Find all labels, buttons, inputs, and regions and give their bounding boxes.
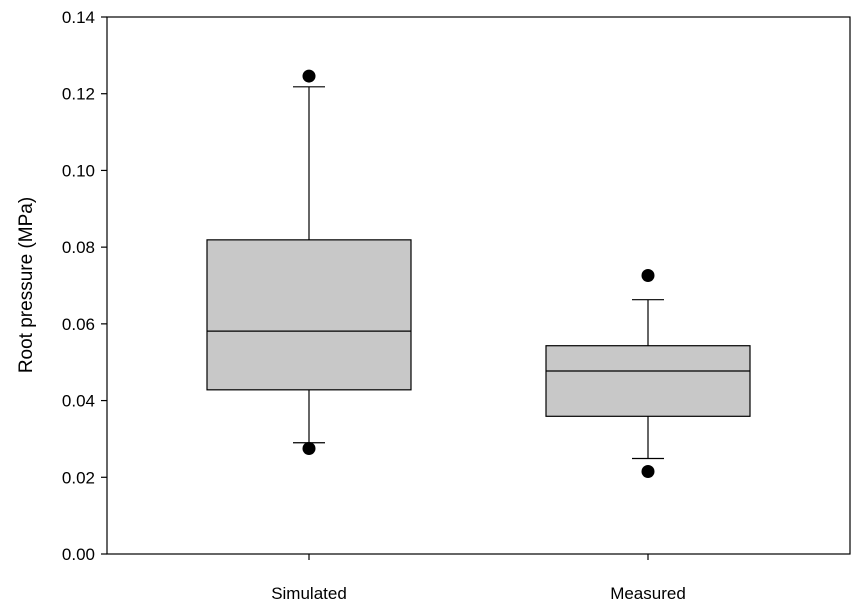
- x-axis: Simulated Measured: [271, 554, 686, 603]
- x-tick-label: Measured: [610, 584, 686, 603]
- iqr-box: [545, 345, 751, 417]
- x-tick-label: Simulated: [271, 584, 347, 603]
- y-tick-label: 0.14: [62, 8, 95, 27]
- y-axis: 0.00 0.02 0.04 0.06 0.08 0.10 0.12 0.14: [62, 8, 107, 564]
- outlier-point: [641, 465, 655, 479]
- iqr-box: [206, 239, 412, 391]
- y-tick-label: 0.04: [62, 392, 95, 411]
- box-group-simulated: [206, 69, 412, 456]
- y-axis-label: Root pressure (MPa): [16, 197, 37, 373]
- y-tick-label: 0.12: [62, 85, 95, 104]
- boxes: [206, 69, 751, 479]
- y-tick-label: 0.06: [62, 315, 95, 334]
- plot-frame: [106, 16, 851, 555]
- y-tick-label: 0.02: [62, 468, 95, 487]
- outlier-point: [302, 69, 316, 83]
- y-tick-label: 0.08: [62, 238, 95, 257]
- y-tick-label: 0.00: [62, 545, 95, 564]
- outlier-point: [641, 269, 655, 283]
- outlier-point: [302, 442, 316, 456]
- box-group-measured: [545, 269, 751, 479]
- y-tick-label: 0.10: [62, 161, 95, 180]
